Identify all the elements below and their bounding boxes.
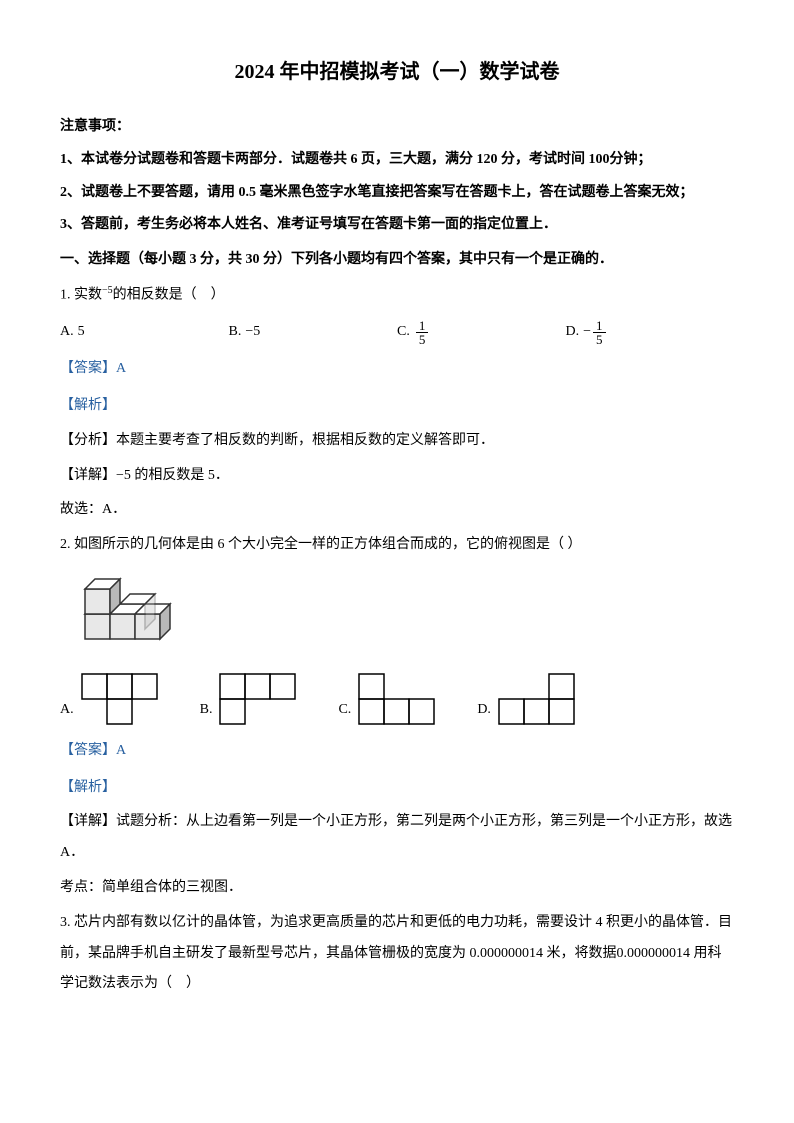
frac-num: 1 (416, 319, 429, 333)
q2-option-c-svg (357, 672, 437, 726)
exam-title: 2024 年中招模拟考试（一）数学试卷 (60, 50, 734, 94)
option-label-d: D. (566, 317, 580, 348)
answer-label: 【答案】 (60, 361, 116, 376)
option-label-b: B. (229, 317, 242, 348)
q1-option-b: B. −5 (229, 317, 398, 348)
q1-analysis-1: 【分析】本题主要考查了相反数的判断，根据相反数的定义解答即可． (60, 426, 734, 457)
q1-prefix: 1. 实数 (60, 288, 102, 303)
notice-header: 注意事项： (60, 112, 734, 143)
option-label-b: B. (200, 695, 213, 726)
q1-option-d-fraction: 1 5 (593, 319, 606, 346)
q2-cube-figure (80, 569, 734, 662)
q1-option-c-fraction: 1 5 (416, 319, 429, 346)
q2-analysis-1: 【详解】试题分析：从上边看第一列是一个小正方形，第二列是两个小正方形，第三列是一… (60, 807, 734, 869)
q1-option-b-value: −5 (245, 317, 260, 348)
answer-value: A (116, 743, 126, 758)
q2-option-b-svg (218, 672, 298, 726)
option-label-d: D. (477, 695, 491, 726)
q1-text: 1. 实数−5的相反数是（ ） (60, 280, 734, 311)
q2-option-d-svg (497, 672, 577, 726)
q1-option-d: D. − 1 5 (566, 317, 735, 348)
q2-text: 2. 如图所示的几何体是由 6 个大小完全一样的正方体组合而成的，它的俯视图是（… (60, 530, 734, 561)
q2-option-a-svg (80, 672, 160, 726)
option-label-c: C. (338, 695, 351, 726)
q1-option-a-value: 5 (78, 317, 85, 348)
q2-option-b: B. (200, 672, 299, 726)
q1-value: −5 (102, 285, 113, 296)
instruction-2: 2、试题卷上不要答题，请用 0.5 毫米黑色签字水笔直接把答案写在答题卡上，答在… (60, 178, 734, 209)
answer-value: A (116, 361, 126, 376)
q2-analysis-label: 【解析】 (60, 773, 734, 804)
q1-option-c: C. 1 5 (397, 317, 566, 348)
q1-options: A. 5 B. −5 C. 1 5 D. − 1 5 (60, 317, 734, 348)
q2-option-d: D. (477, 672, 577, 726)
option-label-a: A. (60, 695, 74, 726)
answer-label: 【答案】 (60, 743, 116, 758)
frac-den: 5 (416, 333, 429, 346)
option-label-a: A. (60, 317, 74, 348)
instruction-3: 3、答题前，考生务必将本人姓名、准考证号填写在答题卡第一面的指定位置上． (60, 210, 734, 241)
section-header: 一、选择题（每小题 3 分，共 30 分）下列各小题均有四个答案，其中只有一个是… (60, 245, 734, 276)
q1-analysis-3: 故选：A． (60, 495, 734, 526)
frac-num: 1 (593, 319, 606, 333)
q2-analysis-2: 考点：简单组合体的三视图． (60, 873, 734, 904)
q3-text: 3. 芯片内部有数以亿计的晶体管，为追求更高质量的芯片和更低的电力功耗，需要设计… (60, 908, 734, 1000)
option-label-c: C. (397, 317, 410, 348)
q2-option-a: A. (60, 672, 160, 726)
q1-answer: 【答案】A (60, 354, 734, 385)
frac-den: 5 (593, 333, 606, 346)
q2-option-c: C. (338, 672, 437, 726)
neg-sign: − (583, 317, 591, 348)
q2-answer: 【答案】A (60, 736, 734, 767)
q2-options: A. B. C. (60, 672, 734, 726)
q1-suffix: 的相反数是（ ） (113, 288, 225, 303)
q1-analysis-2: 【详解】−5 的相反数是 5． (60, 461, 734, 492)
q1-analysis-label: 【解析】 (60, 391, 734, 422)
q1-option-a: A. 5 (60, 317, 229, 348)
instruction-1: 1、本试卷分试题卷和答题卡两部分．试题卷共 6 页，三大题，满分 120 分，考… (60, 145, 734, 176)
